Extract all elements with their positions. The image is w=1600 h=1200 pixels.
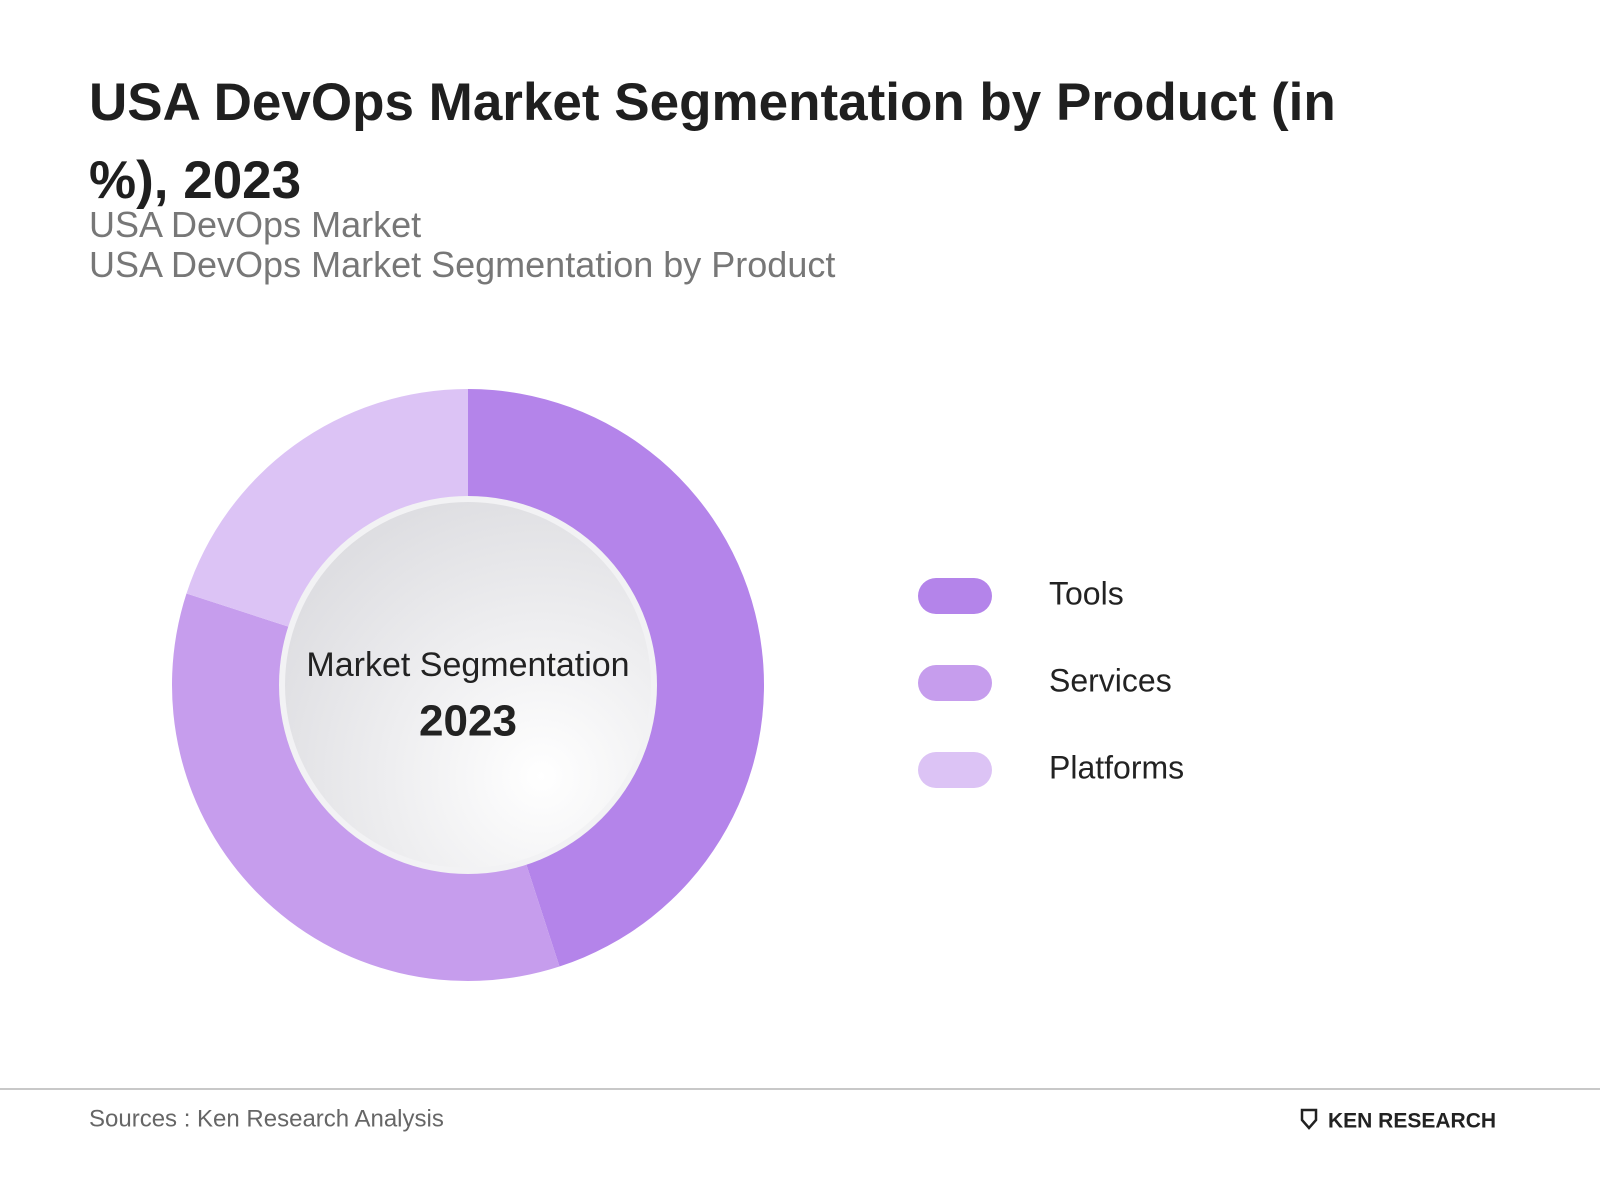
center-year: 2023	[419, 697, 517, 746]
source: Sources : Ken Research Analysis	[89, 1105, 444, 1132]
legend-swatch	[918, 665, 992, 701]
center-disc	[285, 502, 651, 868]
subtitle: USA DevOps Market	[89, 204, 422, 245]
chart-title: USA DevOps Market Segmentation by Produc…	[89, 73, 1336, 210]
subtitle: USA DevOps Market Segmentation by Produc…	[89, 244, 836, 285]
legend-swatch	[918, 578, 992, 614]
legend-swatch	[918, 752, 992, 788]
legend-label: Tools	[1049, 575, 1124, 611]
logo: KEN RESEARCH	[1328, 1110, 1496, 1133]
legend: Tools Services Platforms	[918, 575, 1184, 788]
center-label: Market Segmentation	[306, 646, 629, 684]
legend-label: Platforms	[1049, 749, 1184, 785]
logo-icon	[1300, 1108, 1318, 1130]
legend-label: Services	[1049, 662, 1172, 698]
